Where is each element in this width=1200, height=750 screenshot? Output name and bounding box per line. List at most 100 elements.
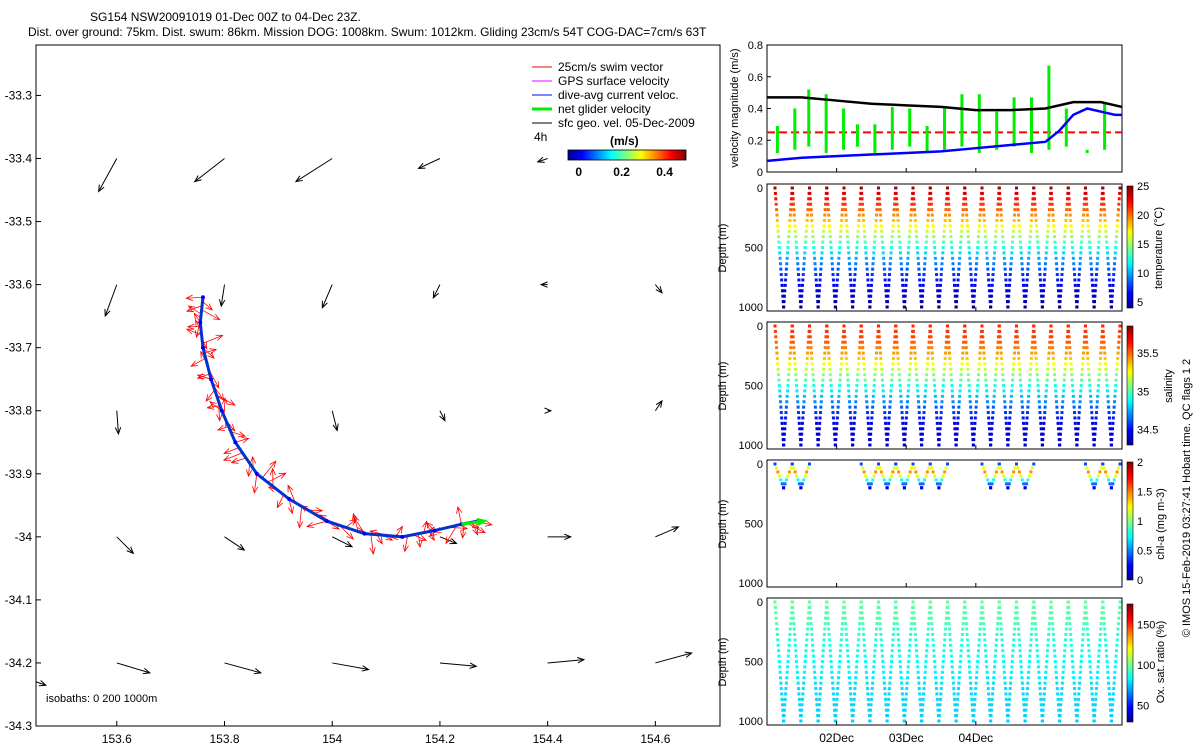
oxygen-colorbar-label: Ox. sat. ratio (%)	[1155, 621, 1167, 704]
profile-sample	[921, 427, 925, 431]
profile-sample	[1085, 208, 1089, 212]
profile-sample	[975, 676, 979, 680]
profile-sample	[1024, 432, 1028, 436]
profile-sample	[1085, 340, 1089, 344]
profile-sample	[1071, 660, 1075, 663]
profile-sample	[787, 643, 791, 647]
profile-sample	[1018, 643, 1022, 647]
profile-sample	[830, 394, 834, 398]
profile-sample	[1094, 697, 1098, 701]
profile-sample	[900, 405, 904, 409]
profile-sample	[1021, 411, 1025, 415]
profile-sample	[1085, 616, 1089, 620]
profile-sample	[901, 703, 905, 707]
profile-sample	[828, 649, 832, 653]
profile-sample	[1057, 294, 1061, 298]
profile-sample	[1045, 246, 1049, 249]
profile-sample	[1053, 373, 1057, 377]
profile-sample	[784, 681, 788, 685]
profile-sample	[996, 202, 1000, 206]
profile-sample	[898, 378, 902, 382]
profile-sample	[1042, 416, 1046, 420]
profile-sample	[999, 208, 1003, 212]
geo-vectors	[35, 154, 693, 687]
profile-sample	[963, 600, 967, 604]
profile-sample	[1112, 478, 1116, 482]
profile-sample	[973, 289, 977, 293]
profile-sample	[1003, 262, 1007, 266]
profile-sample	[822, 224, 826, 228]
profile-sample	[902, 432, 906, 436]
profile-sample	[1106, 256, 1110, 260]
profile-sample	[866, 482, 870, 486]
profile-sample	[823, 346, 827, 350]
profile-sample	[1036, 654, 1040, 658]
profile-sample	[831, 273, 835, 277]
profile-sample	[818, 278, 822, 282]
profile-sample	[810, 362, 814, 366]
profile-sample	[891, 224, 895, 228]
profile-sample	[873, 367, 877, 371]
profile-sample	[897, 229, 901, 233]
profile-sample	[987, 278, 991, 282]
profile-sample	[927, 346, 931, 350]
profile-sample	[811, 654, 815, 658]
profile-sample	[882, 256, 886, 260]
profile-sample	[981, 466, 985, 470]
profile-sample	[887, 411, 891, 415]
colorbar-tick-label: 35	[1137, 386, 1149, 398]
profile-sample	[1030, 208, 1034, 212]
profile-sample	[1044, 389, 1048, 393]
profile-sample	[1028, 373, 1032, 377]
profile-sample	[968, 394, 972, 398]
profile-sample	[972, 432, 976, 436]
swim-vector	[261, 460, 277, 479]
swim-vector-head	[484, 520, 493, 527]
profile-sample	[1108, 427, 1112, 431]
profile-sample	[903, 708, 907, 712]
profile-sample	[775, 208, 779, 212]
profile-sample	[1011, 367, 1015, 371]
profile-sample	[886, 708, 890, 712]
profile-sample	[820, 384, 824, 387]
profile-sample	[953, 427, 957, 431]
swim-vector-head	[297, 520, 304, 529]
profile-sample	[1114, 649, 1118, 653]
profile-sample	[929, 191, 933, 195]
profile-sample	[787, 470, 791, 474]
profile-sample	[1053, 384, 1057, 387]
profile-sample	[778, 676, 782, 680]
profile-sample	[842, 324, 846, 328]
profile-sample	[1104, 235, 1108, 239]
profile-sample	[1037, 256, 1041, 260]
profile-sample	[1019, 389, 1023, 393]
profile-sample	[1098, 632, 1102, 636]
profile-sample	[963, 191, 967, 195]
profile-sample	[1031, 197, 1035, 201]
swim-vector	[207, 405, 221, 409]
profile-sample	[909, 356, 913, 360]
profile-sample	[868, 714, 872, 718]
profile-sample	[1116, 351, 1120, 355]
profile-sample	[1053, 654, 1057, 658]
profile-sample	[984, 378, 988, 382]
profile-sample	[1091, 708, 1095, 712]
profile-sample	[1015, 611, 1019, 615]
profile-sample	[802, 681, 806, 685]
profile-sample	[1058, 714, 1062, 718]
profile-sample	[879, 224, 883, 228]
profile-sample	[1017, 218, 1021, 222]
profile-sample	[991, 405, 995, 409]
profile-sample	[1092, 719, 1096, 723]
profile-sample	[826, 202, 830, 206]
profile-sample	[880, 373, 884, 377]
profile-sample	[935, 482, 939, 486]
profile-sample	[804, 649, 808, 653]
profile-sample	[855, 378, 859, 382]
profile-sample	[924, 660, 928, 663]
profile-sample	[786, 251, 790, 255]
profile-sample	[1080, 654, 1084, 658]
profile-sample	[889, 474, 893, 478]
profile-sample	[840, 622, 844, 626]
